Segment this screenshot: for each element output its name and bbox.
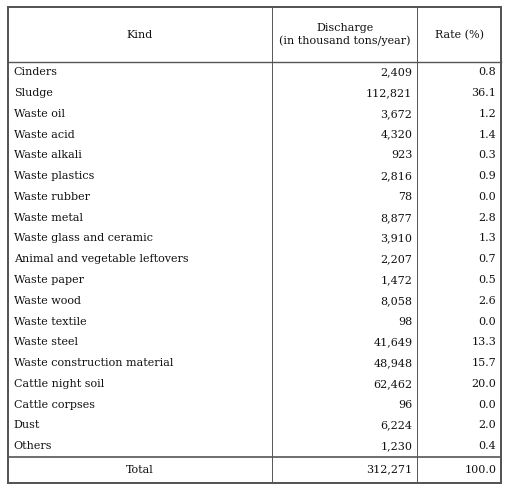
Text: 1,230: 1,230 [380, 441, 412, 451]
Text: Kind: Kind [127, 30, 153, 40]
Text: Cattle night soil: Cattle night soil [14, 379, 104, 389]
Text: 15.7: 15.7 [471, 358, 496, 368]
Text: Waste wood: Waste wood [14, 296, 81, 306]
Text: Cattle corpses: Cattle corpses [14, 400, 95, 410]
Bar [8, 7, 501, 62]
Text: 1.4: 1.4 [478, 130, 496, 140]
Text: 0.7: 0.7 [478, 254, 496, 264]
Text: Total: Total [126, 465, 154, 475]
Text: Waste alkali: Waste alkali [14, 150, 81, 160]
Text: 0.5: 0.5 [478, 275, 496, 285]
Text: Waste acid: Waste acid [14, 130, 74, 140]
Text: 6,224: 6,224 [380, 420, 412, 430]
Text: 20.0: 20.0 [471, 379, 496, 389]
Text: 0.8: 0.8 [478, 68, 496, 77]
Text: Cinders: Cinders [14, 68, 58, 77]
Text: 0.4: 0.4 [478, 441, 496, 451]
Bar [8, 457, 501, 483]
Text: 13.3: 13.3 [471, 337, 496, 347]
Text: Others: Others [14, 441, 52, 451]
Text: Waste glass and ceramic: Waste glass and ceramic [14, 234, 153, 244]
Text: Animal and vegetable leftovers: Animal and vegetable leftovers [14, 254, 188, 264]
Text: 8,877: 8,877 [381, 213, 412, 223]
Text: 2,207: 2,207 [380, 254, 412, 264]
Text: Dust: Dust [14, 420, 40, 430]
Text: Waste construction material: Waste construction material [14, 358, 173, 368]
Text: Waste oil: Waste oil [14, 109, 65, 119]
Text: Waste textile: Waste textile [14, 317, 87, 326]
Text: 923: 923 [391, 150, 412, 160]
Text: 1.3: 1.3 [478, 234, 496, 244]
Text: Rate (%): Rate (%) [435, 29, 484, 40]
Text: 1.2: 1.2 [478, 109, 496, 119]
Text: Waste steel: Waste steel [14, 337, 78, 347]
Text: 0.0: 0.0 [478, 400, 496, 410]
Text: 112,821: 112,821 [366, 88, 412, 98]
Text: 48,948: 48,948 [373, 358, 412, 368]
Text: Sludge: Sludge [14, 88, 52, 98]
Text: 2.0: 2.0 [478, 420, 496, 430]
Text: 36.1: 36.1 [471, 88, 496, 98]
Text: 312,271: 312,271 [366, 465, 412, 475]
Text: Waste rubber: Waste rubber [14, 192, 90, 202]
Text: Waste paper: Waste paper [14, 275, 84, 285]
Text: Discharge
(in thousand tons/year): Discharge (in thousand tons/year) [279, 23, 410, 46]
Text: 0.0: 0.0 [478, 317, 496, 326]
Text: 41,649: 41,649 [373, 337, 412, 347]
Text: Waste plastics: Waste plastics [14, 171, 94, 181]
Text: 0.9: 0.9 [478, 171, 496, 181]
Text: 0.0: 0.0 [478, 192, 496, 202]
Text: 78: 78 [398, 192, 412, 202]
Text: 2.6: 2.6 [478, 296, 496, 306]
Text: 2,409: 2,409 [380, 68, 412, 77]
Text: 8,058: 8,058 [380, 296, 412, 306]
Text: 3,672: 3,672 [380, 109, 412, 119]
Text: 0.3: 0.3 [478, 150, 496, 160]
Text: 2.8: 2.8 [478, 213, 496, 223]
Text: 98: 98 [398, 317, 412, 326]
Text: 62,462: 62,462 [373, 379, 412, 389]
Text: 3,910: 3,910 [380, 234, 412, 244]
Text: 1,472: 1,472 [380, 275, 412, 285]
Text: 2,816: 2,816 [380, 171, 412, 181]
Text: 96: 96 [398, 400, 412, 410]
Text: 4,320: 4,320 [380, 130, 412, 140]
Text: 100.0: 100.0 [464, 465, 496, 475]
Text: Waste metal: Waste metal [14, 213, 83, 223]
